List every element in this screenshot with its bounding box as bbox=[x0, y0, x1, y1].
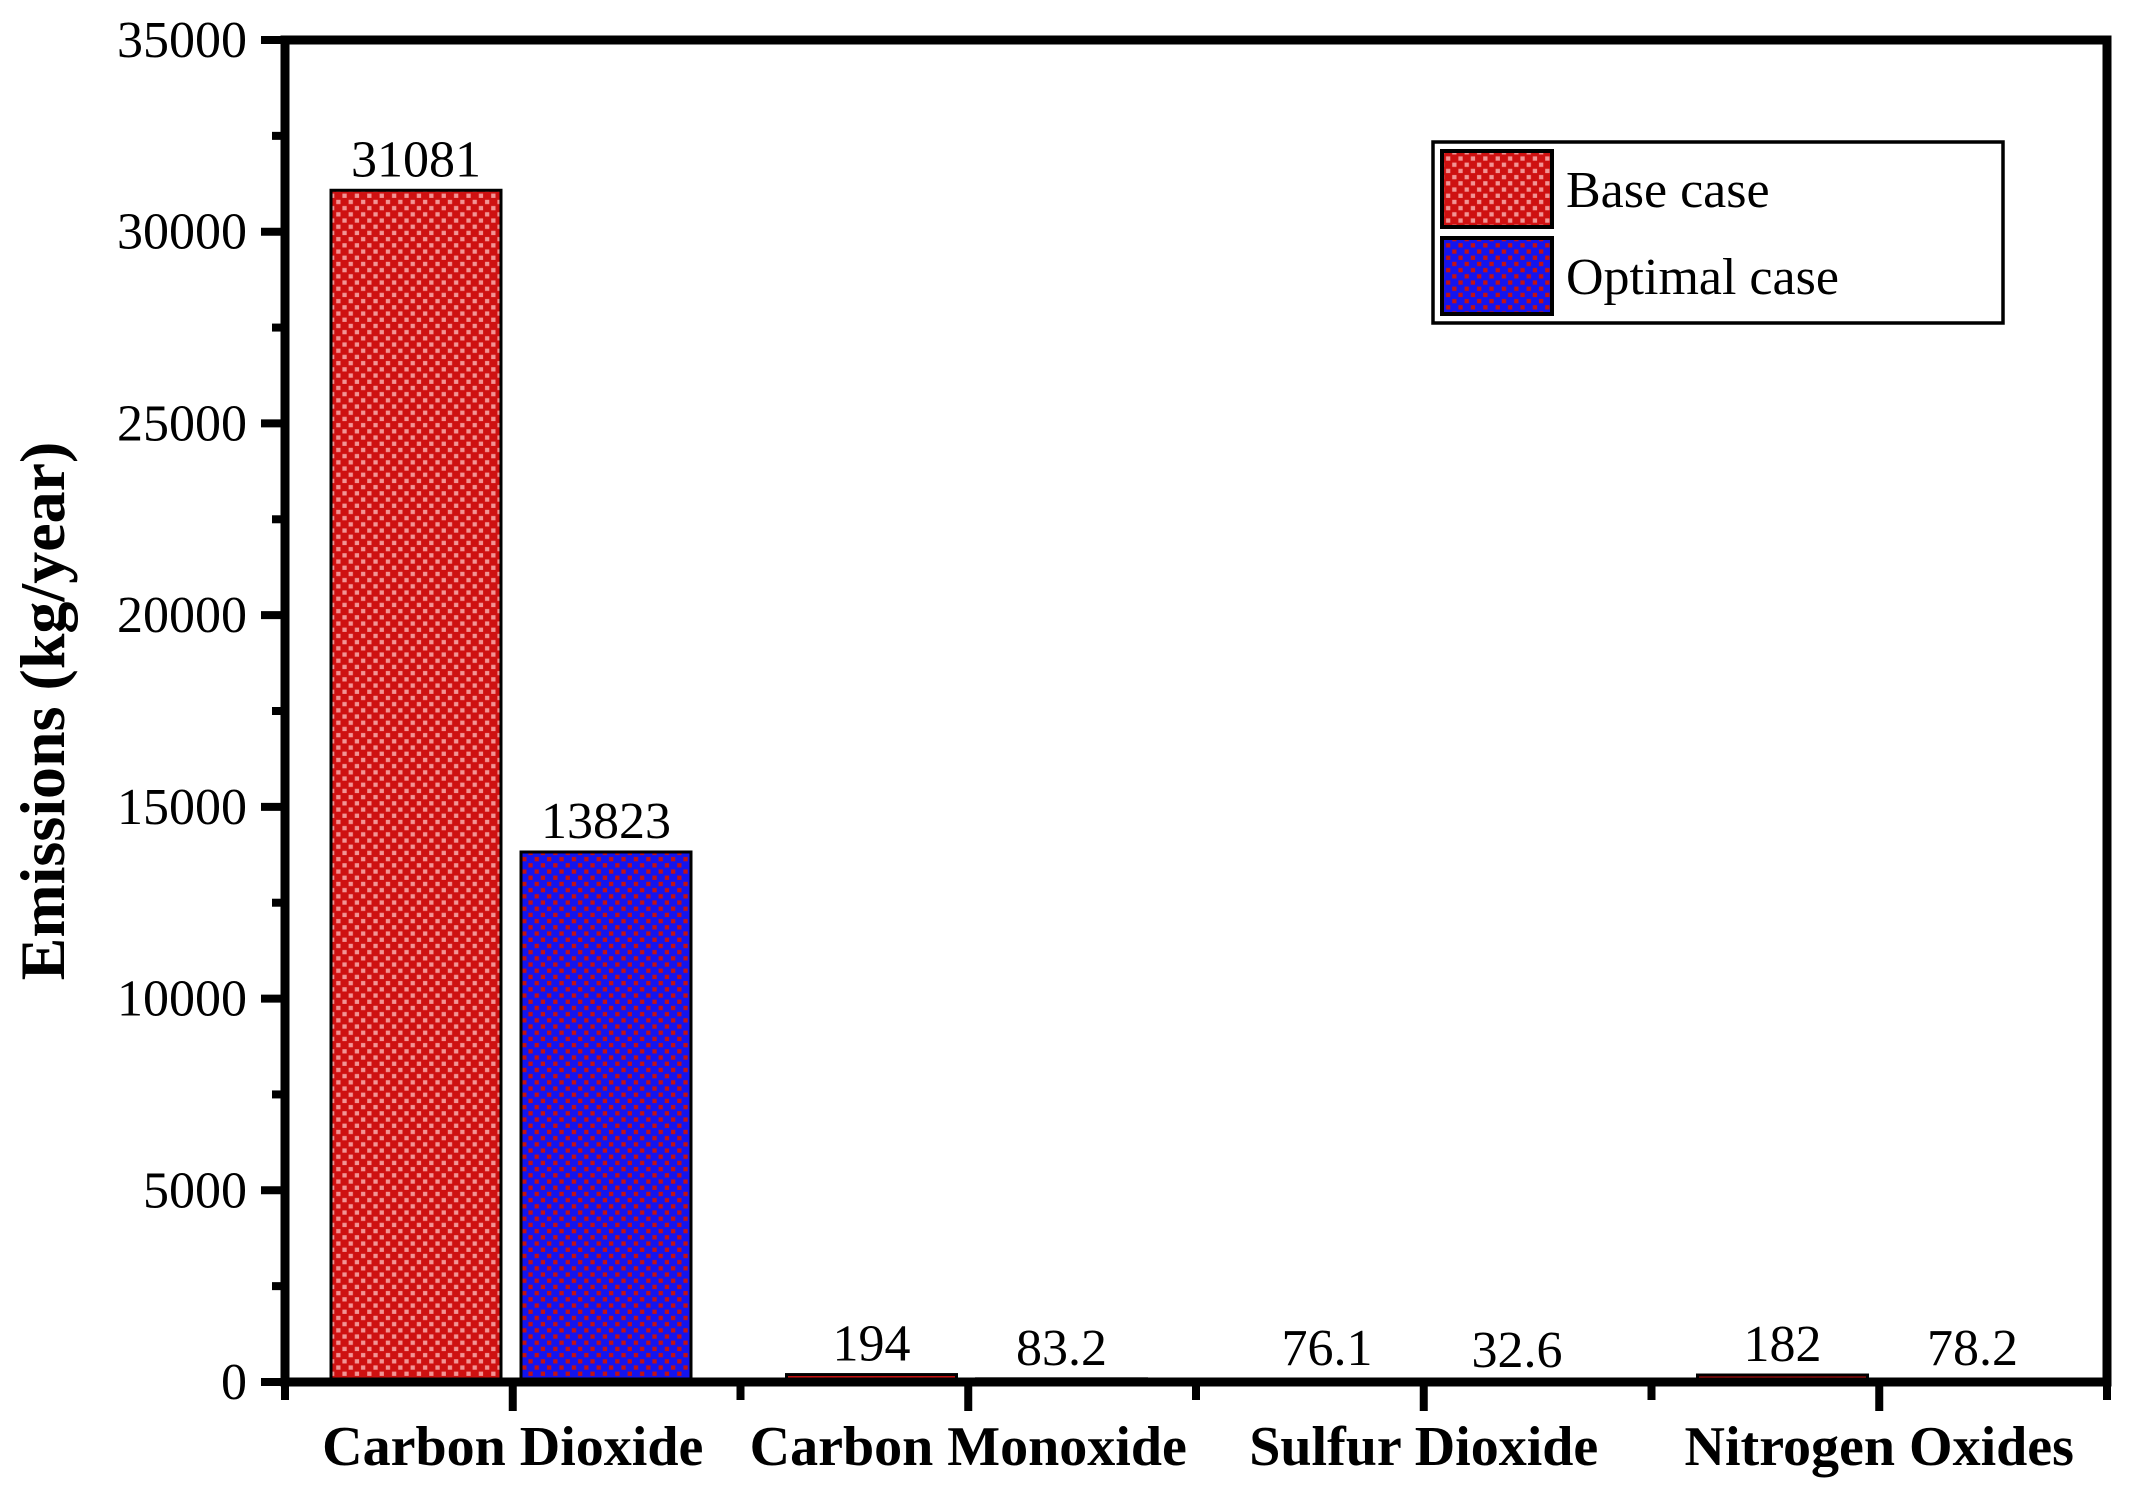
y-tick-label: 35000 bbox=[117, 12, 247, 69]
category-label: Sulfur Dioxide bbox=[1249, 1416, 1598, 1478]
bar-value-label: 78.2 bbox=[1927, 1320, 2018, 1377]
bar-value-label: 83.2 bbox=[1016, 1320, 1107, 1377]
bar-value-labels: 31081 194 76.1 182 13823 83.2 32.6 78.2 bbox=[351, 131, 2018, 1378]
y-tick-label: 5000 bbox=[143, 1162, 247, 1219]
y-tick-label: 0 bbox=[221, 1354, 247, 1411]
bar-value-label: 182 bbox=[1744, 1316, 1822, 1373]
category-label: Carbon Dioxide bbox=[322, 1416, 703, 1478]
y-tick-label: 30000 bbox=[117, 204, 247, 261]
y-axis-title: Emissions (kg/year) bbox=[7, 442, 78, 981]
category-label: Nitrogen Oxides bbox=[1685, 1416, 2074, 1478]
bars bbox=[329, 188, 2059, 1384]
y-tick-label: 25000 bbox=[117, 395, 247, 452]
bar-base-case bbox=[329, 188, 503, 1384]
y-tick-label: 20000 bbox=[117, 587, 247, 644]
bar-optimal-case bbox=[519, 850, 693, 1384]
bar-value-label: 76.1 bbox=[1282, 1320, 1373, 1377]
bar-value-label: 31081 bbox=[351, 131, 481, 188]
bar-value-label: 13823 bbox=[541, 793, 671, 850]
legend-swatch-base-case bbox=[1440, 149, 1554, 229]
y-axis-ticks: 0 5000 10000 15000 20000 25000 30000 35000 bbox=[117, 12, 285, 1411]
legend-label-optimal-case: Optimal case bbox=[1566, 249, 1839, 306]
plot-border bbox=[280, 35, 2112, 1387]
y-tick-label: 10000 bbox=[117, 971, 247, 1028]
legend: Base case Optimal case bbox=[1431, 140, 2005, 325]
category-label: Carbon Monoxide bbox=[750, 1416, 1187, 1478]
bar-value-label: 32.6 bbox=[1472, 1322, 1563, 1379]
legend-swatch-optimal-case bbox=[1440, 236, 1554, 316]
y-tick-label: 15000 bbox=[117, 779, 247, 836]
bar-value-label: 194 bbox=[833, 1316, 911, 1373]
legend-label-base-case: Base case bbox=[1566, 162, 1770, 219]
category-labels: Carbon Dioxide Carbon Monoxide Sulfur Diox… bbox=[322, 1416, 2074, 1478]
